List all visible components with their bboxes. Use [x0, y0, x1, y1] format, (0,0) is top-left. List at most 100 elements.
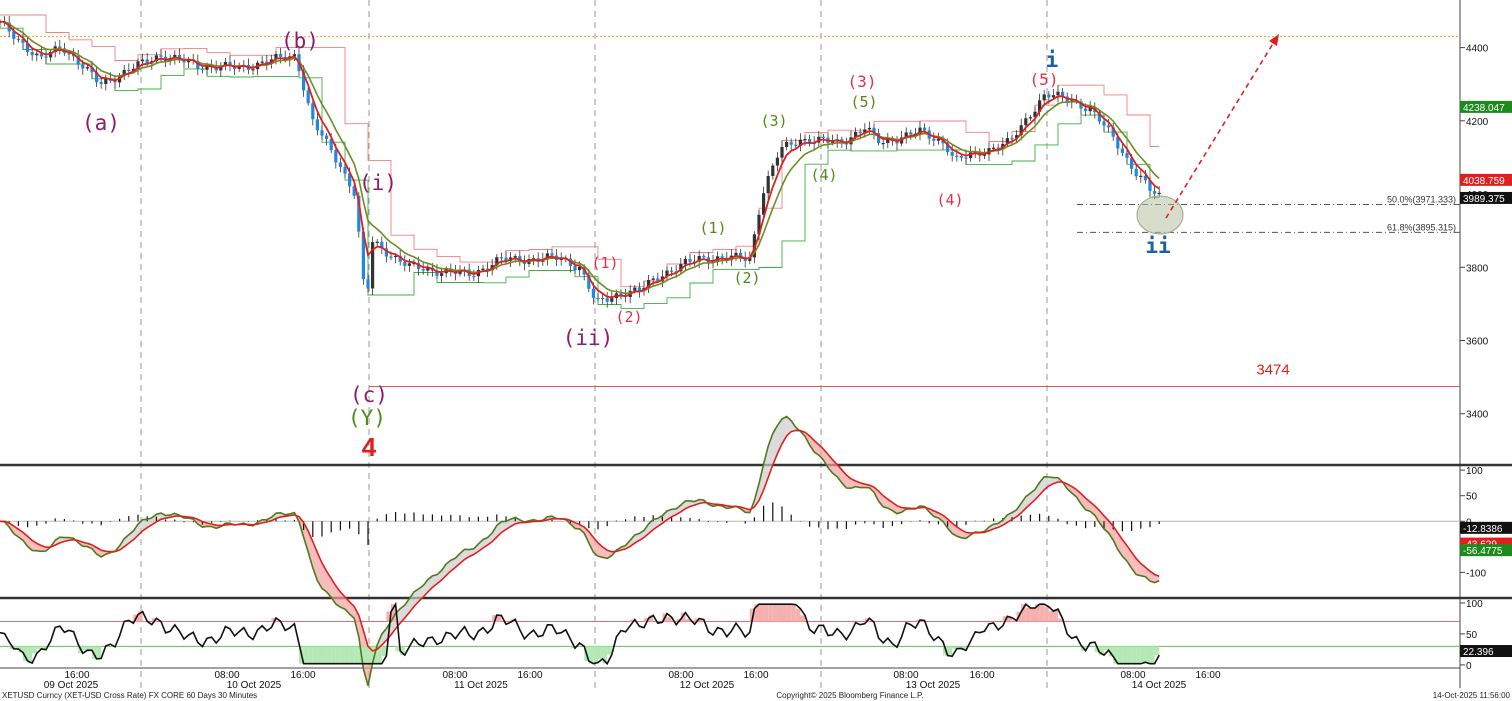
- rsi-overbought-fill: [772, 604, 778, 622]
- candle-body: [1148, 180, 1152, 191]
- candle-body: [785, 141, 789, 147]
- step-bands-layer: [0, 14, 1160, 309]
- x-time-tick: 16:00: [64, 670, 89, 681]
- candle-body: [1134, 168, 1138, 177]
- candle-body: [794, 144, 798, 146]
- candle-body: [1028, 117, 1032, 119]
- wave-label-ii: ii: [1145, 234, 1170, 258]
- candle-body: [196, 61, 200, 69]
- rsi-overbought-fill: [694, 618, 700, 622]
- rsi-overbought-fill: [782, 604, 787, 622]
- rsi-oversold-fill: [303, 646, 309, 664]
- candle-body: [656, 278, 660, 281]
- ma-fast-line: [0, 20, 1160, 299]
- wave-label-a: (a): [82, 111, 120, 135]
- x-time-tick: 08:00: [893, 670, 918, 681]
- candle-body: [81, 64, 85, 69]
- candle-body: [734, 252, 738, 256]
- candle-body: [1047, 94, 1051, 98]
- candle-body: [1024, 118, 1028, 126]
- rsi-overbought-fill: [667, 617, 672, 622]
- y-tick-label: 3800: [1466, 263, 1489, 274]
- candle-body: [877, 133, 881, 144]
- rsi-oversold-fill: [308, 646, 313, 664]
- candle-body: [306, 90, 310, 104]
- candle-body: [154, 55, 158, 62]
- candle-body: [58, 46, 62, 49]
- y-tick-label: -100: [1466, 568, 1486, 579]
- candle-body: [591, 288, 595, 298]
- rsi-oversold-fill: [349, 646, 355, 664]
- wave-label-1-green: (1): [699, 219, 726, 237]
- rsi-oversold-fill: [110, 646, 115, 647]
- candle-body: [389, 256, 393, 258]
- footer-timestamp: 14-Oct-2025 11:56:00: [1433, 691, 1511, 700]
- candle-body: [329, 138, 333, 151]
- rsi-oversold-fill: [1104, 646, 1109, 651]
- price-tag-box: [1460, 100, 1512, 113]
- candle-body: [141, 59, 145, 62]
- rsi-oversold-fill: [27, 646, 33, 664]
- support-level-label: 3474: [1256, 362, 1289, 379]
- candle-body: [858, 132, 862, 134]
- candle-body: [1111, 127, 1115, 137]
- fib-50-label: 50.0%(3971.333): [1387, 195, 1456, 205]
- oscillator-fill: [749, 500, 755, 513]
- rsi-oversold-fill: [1136, 646, 1141, 664]
- candle-body: [260, 61, 264, 63]
- rsi-oversold-fill: [381, 646, 387, 656]
- rsi-oversold-fill: [1140, 646, 1146, 663]
- candle-body: [1120, 148, 1124, 154]
- rsi-oversold-fill: [331, 646, 336, 664]
- candle-body: [44, 56, 48, 58]
- oscillator-layer: [0, 415, 1160, 686]
- candle-body: [223, 61, 227, 67]
- price-tag-label: 3989.375: [1463, 194, 1505, 205]
- rsi-oversold-fill: [961, 646, 966, 651]
- wave-label-1-red: (1): [591, 254, 618, 272]
- candle-body: [1153, 190, 1157, 194]
- rsi-overbought-fill: [676, 619, 681, 622]
- candle-body: [545, 253, 549, 260]
- rsi-oversold-fill: [377, 646, 382, 664]
- candle-body: [872, 127, 876, 134]
- rsi-overbought-fill: [1025, 607, 1031, 622]
- oscillator-slow-line: [0, 429, 1160, 652]
- candle-body: [228, 61, 232, 66]
- rsi-overbought-fill: [1058, 618, 1063, 622]
- candle-body: [39, 53, 43, 57]
- x-date-label: 09 Oct 2025: [44, 680, 99, 691]
- rsi-oversold-fill: [588, 646, 594, 664]
- candle-body: [1157, 192, 1161, 195]
- rsi-overbought-fill: [492, 615, 497, 622]
- candle-body: [205, 65, 209, 70]
- wave-label-3-red: (3): [848, 72, 877, 91]
- candles-layer: [0, 15, 1161, 308]
- candle-body: [1130, 157, 1134, 169]
- x-time-tick: 16:00: [290, 670, 315, 681]
- candle-body: [1097, 111, 1101, 122]
- candle-body: [918, 127, 922, 134]
- candle-body: [311, 103, 315, 120]
- candle-body: [343, 167, 347, 174]
- candle-body: [366, 279, 370, 289]
- candle-body: [1051, 95, 1055, 98]
- rsi-overbought-fill: [1035, 604, 1040, 622]
- candle-body: [863, 129, 867, 133]
- rsi-overbought-fill: [648, 615, 654, 622]
- price-tag-box: [1460, 191, 1512, 204]
- candle-body: [946, 143, 950, 153]
- rsi-overbought-fill: [763, 604, 769, 622]
- candle-body: [12, 31, 16, 39]
- candle-body: [302, 71, 306, 91]
- candle-body: [950, 152, 954, 156]
- candle-body: [398, 255, 402, 262]
- x-date-label: 10 Oct 2025: [227, 680, 282, 691]
- candle-body: [573, 265, 577, 271]
- rsi-oversold-fill: [312, 646, 318, 664]
- candle-body: [274, 54, 278, 60]
- y-tick-label: 50: [1466, 630, 1478, 641]
- rsi-oversold-fill: [1154, 646, 1160, 656]
- rsi-overbought-fill: [777, 604, 782, 622]
